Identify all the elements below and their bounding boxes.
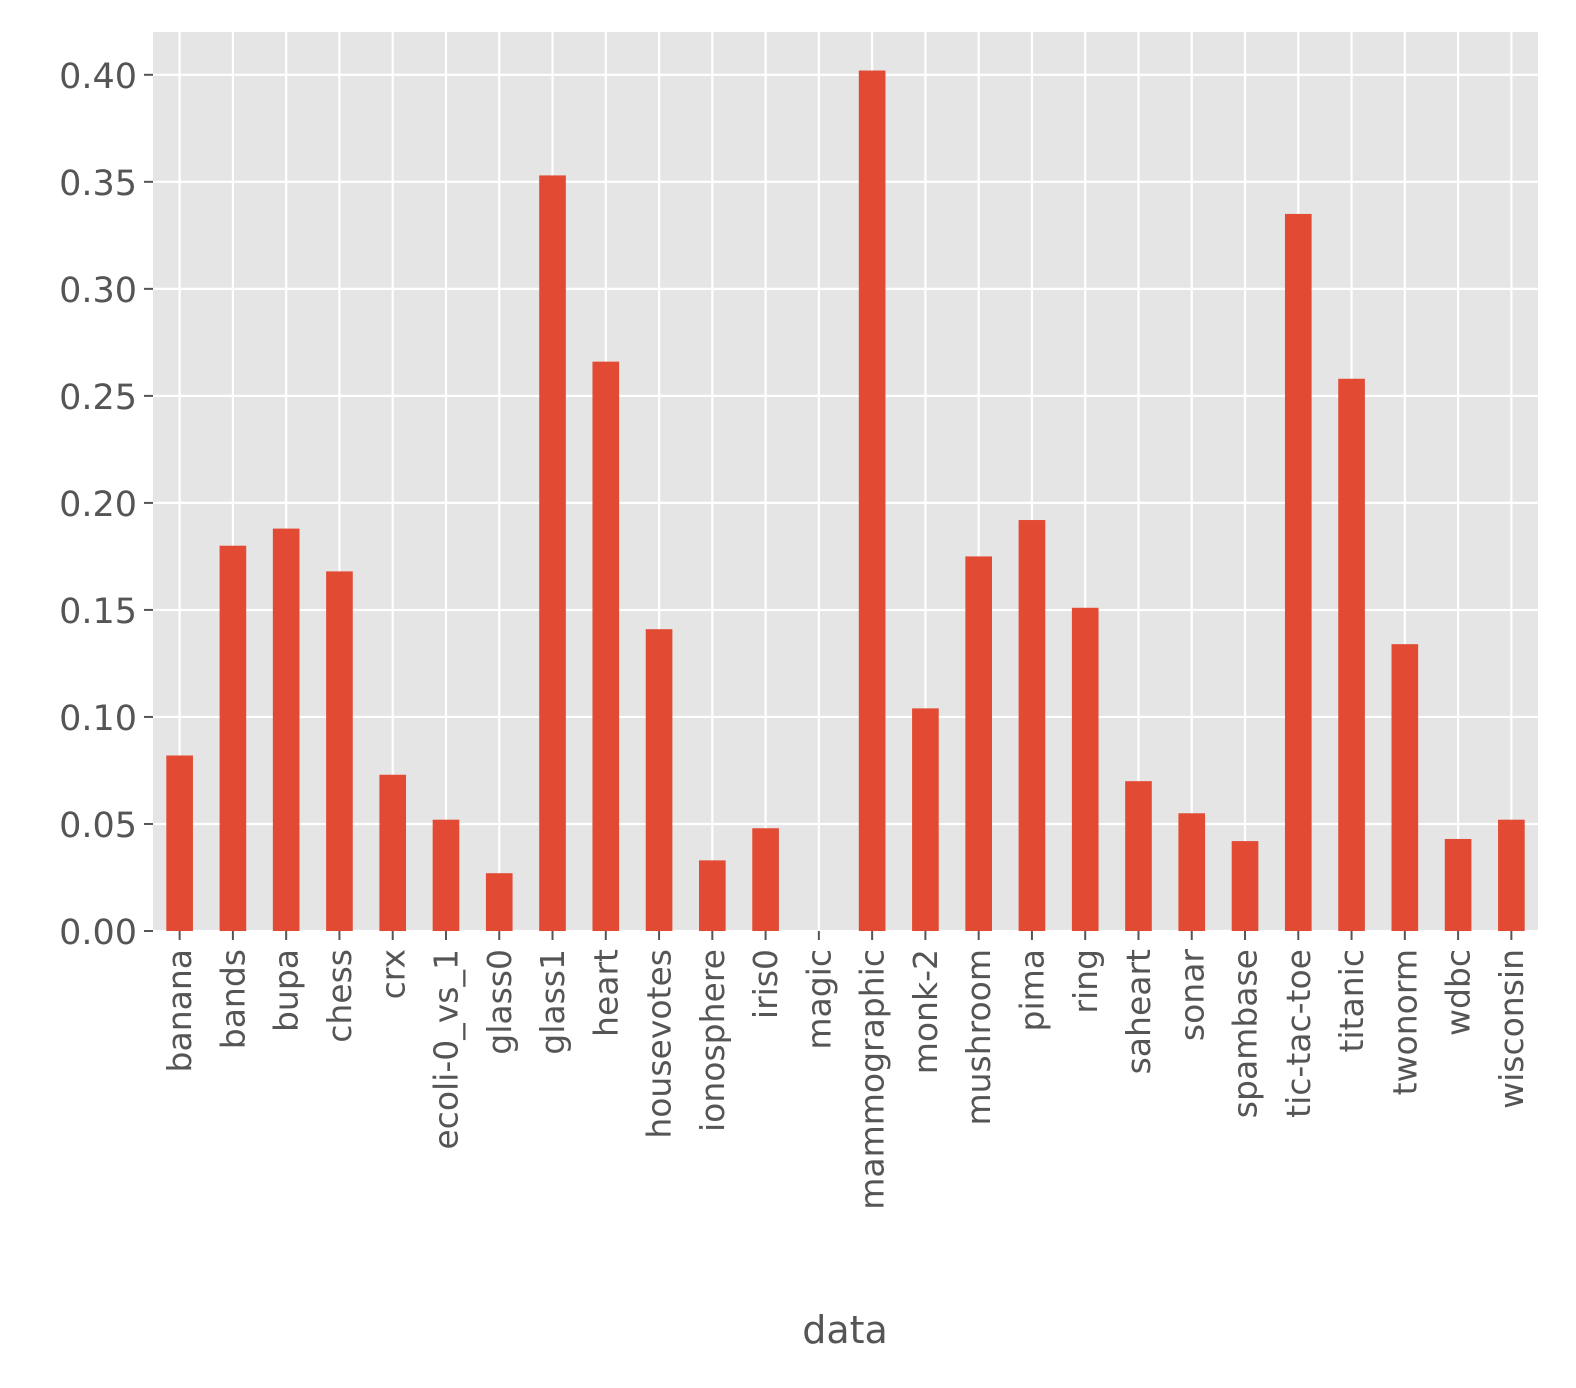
x-tick-label: titanic — [1332, 949, 1371, 1053]
x-tick-label: glass1 — [533, 949, 572, 1055]
x-tick-label: sonar — [1172, 949, 1211, 1042]
x-tick-label: monk-2 — [906, 949, 945, 1074]
x-tick-label: ecoli-0_vs_1 — [427, 949, 466, 1150]
x-tick-label: crx — [373, 949, 412, 999]
x-tick-label: ionosphere — [693, 949, 732, 1132]
x-tick-label: pima — [1012, 949, 1051, 1031]
x-tick-label: ring — [1066, 949, 1105, 1014]
y-tick-label: 0.35 — [59, 164, 137, 204]
bar-iris0 — [752, 828, 779, 931]
bar-titanic — [1338, 378, 1365, 931]
x-tick-label: wdbc — [1439, 949, 1478, 1036]
y-tick-label: 0.30 — [59, 271, 137, 311]
bar-monk-2 — [912, 708, 939, 931]
x-tick-label: chess — [320, 949, 359, 1043]
bar-mammographic — [858, 70, 886, 932]
bar-glass0 — [485, 873, 513, 931]
bar-sonar — [1178, 813, 1206, 931]
x-tick-label: tic-tac-toe — [1279, 949, 1318, 1118]
bar-ionosphere — [699, 860, 726, 931]
bar-saheart — [1125, 781, 1152, 931]
y-tick-label: 0.40 — [59, 57, 137, 97]
x-tick-label: wisconsin — [1492, 949, 1531, 1109]
x-tick-label: mammographic — [853, 949, 892, 1210]
x-tick-label: glass0 — [480, 949, 519, 1055]
y-tick-label: 0.05 — [59, 806, 137, 846]
y-tick-label: 0.00 — [59, 913, 137, 953]
x-tick-label: magic — [799, 949, 838, 1050]
x-axis-title: data — [802, 1308, 888, 1352]
x-tick-label: mushroom — [959, 949, 998, 1126]
y-tick-label: 0.25 — [59, 378, 137, 418]
x-axis: banana bands bupa chess crx ecoli-0_vs_1 glass… — [160, 931, 1531, 1210]
plot-background — [153, 32, 1538, 931]
x-tick-label: spambase — [1226, 949, 1265, 1118]
bar-chess — [326, 571, 353, 931]
x-tick-label: heart — [586, 949, 625, 1037]
y-tick-label: 0.20 — [59, 485, 137, 525]
y-tick-label: 0.10 — [59, 699, 137, 739]
x-tick-label: iris0 — [746, 949, 785, 1019]
bar-pima — [1018, 520, 1046, 931]
y-tick-label: 0.15 — [59, 592, 137, 632]
x-tick-label: banana — [160, 949, 199, 1072]
bar-glass1 — [539, 175, 566, 931]
x-tick-label: bupa — [267, 949, 306, 1032]
bar-ring — [1071, 607, 1099, 931]
bar-mushroom — [965, 556, 992, 931]
bar-bands — [219, 545, 247, 931]
x-tick-label: bands — [213, 949, 252, 1049]
bar-wisconsin — [1498, 819, 1525, 931]
x-tick-label: twonorm — [1385, 949, 1424, 1095]
x-tick-label: saheart — [1119, 949, 1158, 1074]
y-axis: 0.00 0.05 0.10 0.15 0.20 0.25 0.30 0.35 0.40 — [59, 57, 153, 953]
bar-twonorm — [1391, 644, 1419, 931]
bars — [166, 70, 1525, 932]
bar-wdbc — [1444, 838, 1472, 931]
bar-housevotes — [645, 629, 673, 931]
bar-spambase — [1231, 841, 1259, 931]
x-tick-label: housevotes — [640, 949, 679, 1139]
bar-ecoli-0_vs_1 — [432, 819, 460, 931]
bar-banana — [166, 755, 193, 931]
bar-heart — [592, 361, 620, 932]
bar-tic-tac-toe — [1284, 213, 1312, 931]
bar-bupa — [272, 528, 300, 931]
bar-crx — [379, 774, 407, 931]
